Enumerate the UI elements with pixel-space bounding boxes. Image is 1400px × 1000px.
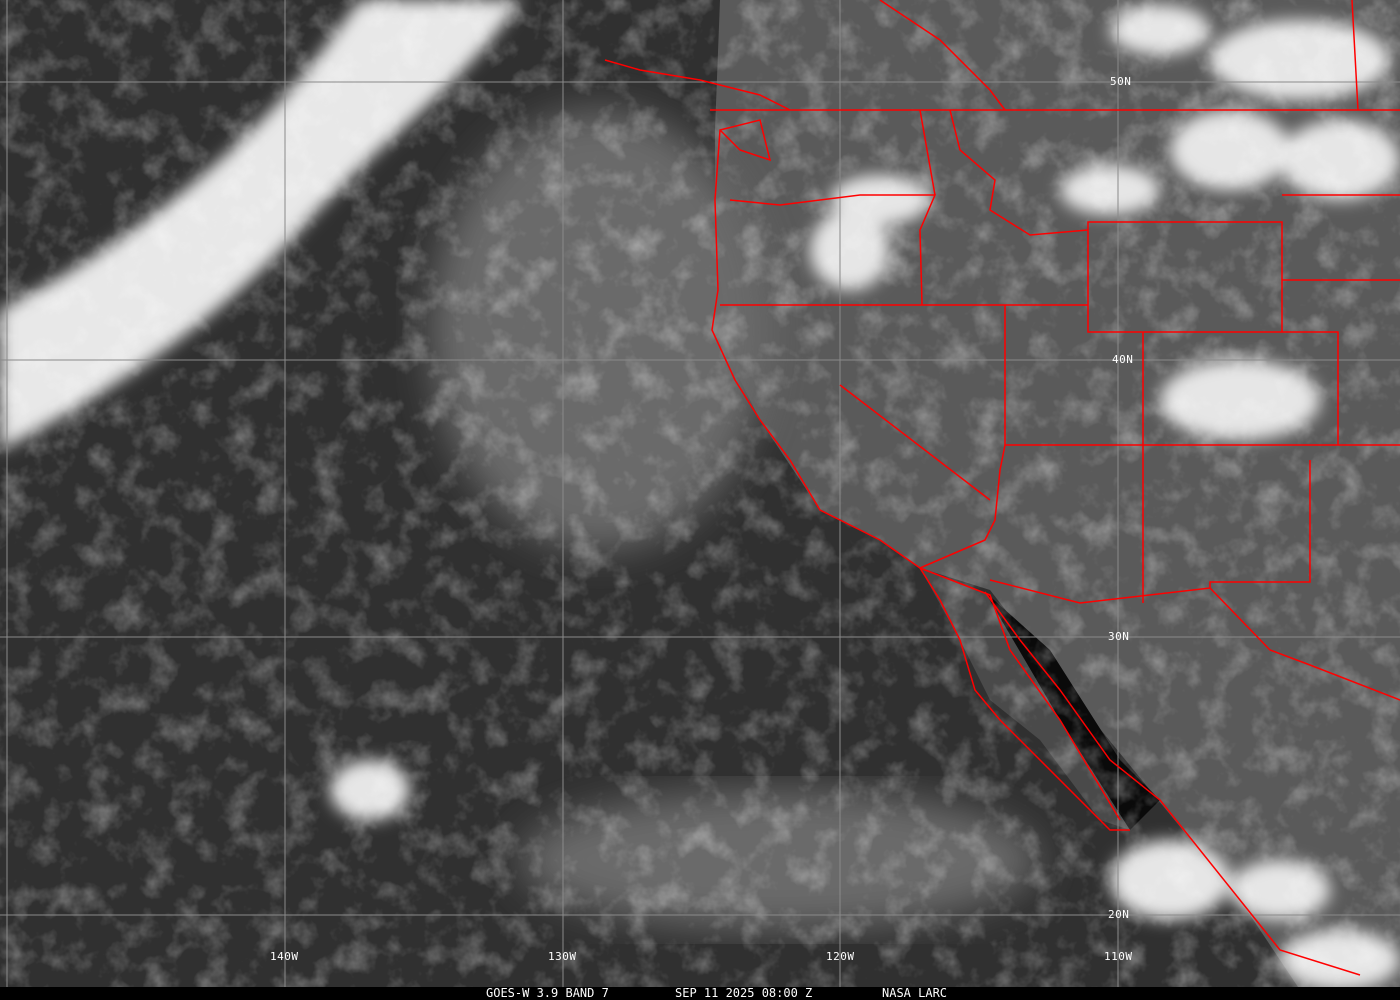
image-caption-bar: GOES-W 3.9 BAND 7 SEP 11 2025 08:00 Z NA… <box>0 987 1400 1000</box>
lat-label-30n: 30N <box>1108 630 1130 643</box>
lon-label-130w: 130W <box>548 950 577 963</box>
lon-label-120w: 120W <box>826 950 855 963</box>
lat-label-40n: 40N <box>1112 353 1134 366</box>
lon-label-110w: 110W <box>1104 950 1133 963</box>
lat-label-20n: 20N <box>1108 908 1130 921</box>
political-boundaries <box>604 0 1400 976</box>
lon-label-140w: 140W <box>270 950 299 963</box>
satellite-band-label: GOES-W 3.9 BAND 7 <box>486 986 609 1000</box>
source-label: NASA LARC <box>882 986 948 1000</box>
timestamp-label: SEP 11 2025 08:00 Z <box>675 986 813 1000</box>
lat-label-50n: 50N <box>1110 75 1132 88</box>
